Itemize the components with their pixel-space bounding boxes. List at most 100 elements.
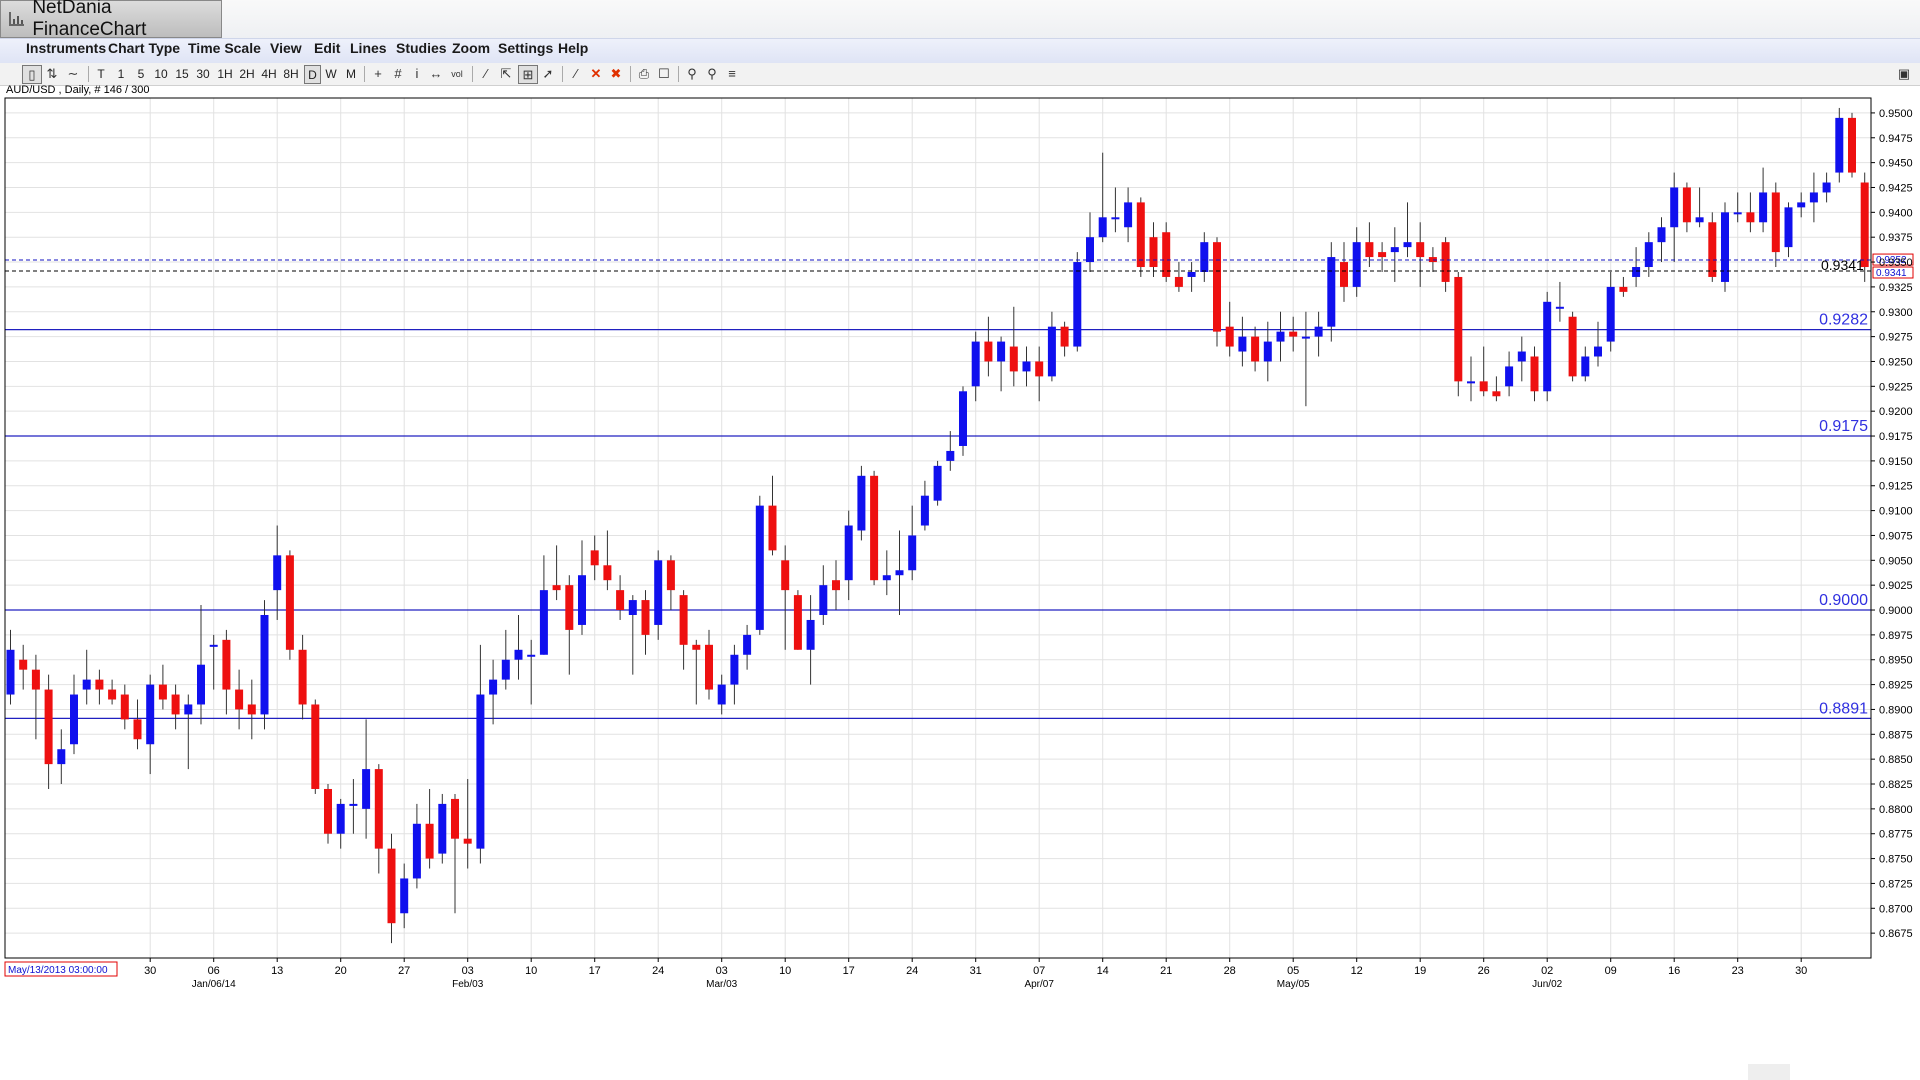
- candle-up: [1543, 301, 1552, 392]
- menu-help[interactable]: Help: [558, 40, 589, 56]
- chart-app-icon: [9, 12, 25, 26]
- candle-up: [1517, 351, 1526, 362]
- x-tick-label: 28: [1224, 965, 1236, 977]
- y-tick-label: 0.9500: [1879, 108, 1913, 120]
- toolbar-separator: [472, 66, 473, 82]
- cursor-date-readout: May/13/2013 03:00:00: [4, 961, 118, 977]
- pan-icon[interactable]: ↔: [429, 66, 443, 81]
- cursor-date-box: [4, 961, 118, 977]
- delete-icon[interactable]: ✕: [590, 65, 602, 81]
- candle-up: [1352, 242, 1361, 287]
- candle-down: [984, 341, 993, 362]
- menu-edit[interactable]: Edit: [314, 40, 341, 56]
- line-chart-icon[interactable]: ∼: [67, 65, 79, 81]
- candle-up: [1606, 286, 1615, 342]
- menu-lines[interactable]: Lines: [350, 40, 387, 56]
- candle-up: [1047, 326, 1056, 377]
- candle-up: [273, 555, 282, 591]
- window-restore-icon[interactable]: ▣: [1897, 65, 1911, 81]
- candle-down: [1848, 117, 1856, 173]
- x-tick-label: 10: [525, 965, 537, 977]
- x-tick-label: 13: [271, 965, 283, 977]
- zoom-in-icon[interactable]: ⚲: [687, 65, 697, 81]
- y-tick-label: 0.8825: [1879, 779, 1913, 791]
- period-1h[interactable]: 1H: [217, 66, 233, 81]
- volume-icon[interactable]: vol: [451, 68, 463, 79]
- x-tick-label: 23: [1732, 965, 1744, 977]
- crosshair-icon[interactable]: +: [374, 66, 382, 81]
- menu-time-scale[interactable]: Time Scale: [188, 40, 261, 56]
- period-2h[interactable]: 2H: [239, 66, 255, 81]
- candle-down: [793, 595, 802, 650]
- candle-up: [349, 803, 358, 806]
- candle-up: [489, 679, 498, 695]
- period-10min[interactable]: 10: [154, 66, 168, 81]
- print-icon[interactable]: ⎙: [638, 65, 650, 81]
- y-tick-label: 0.8975: [1879, 630, 1913, 642]
- fibonacci-icon[interactable]: ⊞: [518, 65, 538, 84]
- toolbar-separator: [678, 66, 679, 82]
- period-weekly[interactable]: W: [325, 66, 337, 81]
- candle-down: [705, 644, 713, 690]
- resize-handle[interactable]: [1748, 1064, 1790, 1080]
- period-15min[interactable]: 15: [175, 66, 189, 81]
- y-tick-label: 0.8925: [1879, 680, 1913, 692]
- zoom-fit-icon[interactable]: ≡: [728, 66, 736, 81]
- candle-up: [819, 585, 828, 615]
- period-8h[interactable]: 8H: [283, 66, 299, 81]
- ohlc-bar-icon[interactable]: ⇅: [46, 65, 58, 81]
- candle-up: [755, 505, 764, 630]
- x-tick-date-label: May/05: [1277, 979, 1310, 990]
- arrow-cursor-icon[interactable]: ➚: [542, 65, 554, 81]
- menu-settings[interactable]: Settings: [498, 40, 554, 56]
- draw-line-icon[interactable]: ⁄: [574, 66, 578, 81]
- period-30min[interactable]: 30: [196, 66, 210, 81]
- candle-up: [1594, 346, 1602, 357]
- menu-instruments[interactable]: Instruments: [26, 40, 107, 56]
- period-1min[interactable]: 1: [117, 66, 125, 81]
- x-tick-label: 12: [1351, 965, 1363, 977]
- delete-all-icon[interactable]: ✖: [610, 65, 622, 81]
- candle-up: [527, 654, 536, 657]
- y-tick-label: 0.9075: [1879, 530, 1913, 542]
- info-icon[interactable]: i: [415, 66, 419, 81]
- candle-down: [108, 689, 117, 700]
- print-preview-icon[interactable]: ☐: [658, 65, 670, 81]
- period-monthly[interactable]: M: [346, 66, 356, 81]
- candle-up: [6, 649, 15, 695]
- x-tick-label: 19: [1414, 965, 1426, 977]
- candle-up: [654, 560, 663, 625]
- candle-down: [1479, 381, 1488, 392]
- candle-up: [997, 341, 1006, 362]
- grid-icon[interactable]: #: [394, 66, 402, 81]
- candle-down: [298, 649, 307, 705]
- candle-down: [247, 704, 256, 715]
- period-daily[interactable]: D: [304, 65, 321, 84]
- period-5min[interactable]: 5: [137, 66, 145, 81]
- candle-down: [1746, 212, 1755, 223]
- candlestick-chart-icon[interactable]: ▯: [22, 65, 42, 84]
- period-4h[interactable]: 4H: [261, 66, 277, 81]
- ray-line-icon[interactable]: ⇱: [500, 65, 512, 81]
- y-tick-label: 0.9425: [1879, 182, 1913, 194]
- candle-down: [1289, 331, 1298, 337]
- candle-down: [781, 560, 790, 591]
- candle-down: [171, 694, 180, 715]
- candle-up: [1022, 361, 1031, 372]
- trendline-icon[interactable]: ∕: [484, 66, 488, 81]
- menu-view[interactable]: View: [270, 40, 302, 56]
- menu-zoom[interactable]: Zoom: [452, 40, 491, 56]
- bid-price-flag-text: 0.9352: [1876, 255, 1907, 266]
- y-tick-label: 0.9375: [1879, 232, 1913, 244]
- candle-down: [832, 580, 840, 591]
- candle-down: [1454, 276, 1463, 382]
- candle-down: [1428, 257, 1437, 263]
- period-tick[interactable]: T: [97, 66, 105, 81]
- menu-chart-type[interactable]: Chart Type: [108, 40, 181, 56]
- candle-down: [1860, 182, 1869, 268]
- zoom-out-icon[interactable]: ⚲: [707, 65, 717, 81]
- candle-down: [1771, 192, 1780, 253]
- candle-up: [1238, 336, 1247, 352]
- menu-studies[interactable]: Studies: [396, 40, 447, 56]
